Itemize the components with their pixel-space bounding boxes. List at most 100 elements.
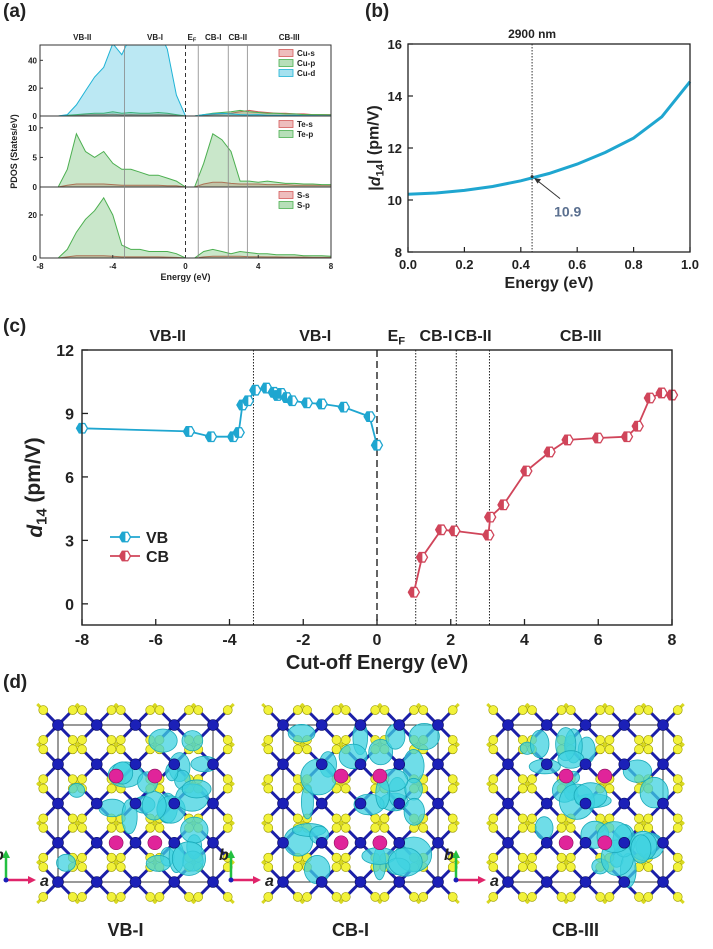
- data-marker: [543, 446, 556, 458]
- sulfur-atom: [488, 892, 499, 902]
- region-label: CB-I: [420, 328, 453, 345]
- y-tick-label: 0: [33, 183, 38, 192]
- data-marker: [370, 439, 384, 451]
- data-marker: [204, 431, 218, 443]
- y-tick-label: 0: [33, 112, 38, 121]
- sulfur-atom: [154, 892, 165, 902]
- copper-atom: [540, 836, 553, 849]
- x-tick-label: 8: [329, 262, 334, 271]
- sulfur-atom: [447, 892, 458, 902]
- sulfur-atom: [517, 783, 528, 794]
- sulfur-atom: [115, 852, 126, 863]
- copper-atom: [354, 836, 367, 849]
- sulfur-atom: [115, 862, 126, 872]
- sulfur-atom: [106, 852, 117, 863]
- tellurium-atom: [333, 835, 349, 851]
- sulfur-atom: [556, 862, 567, 872]
- sulfur-atom: [77, 813, 87, 824]
- sulfur-atom: [67, 744, 78, 755]
- sulfur-atom: [488, 813, 499, 824]
- copper-atom: [432, 719, 444, 731]
- sulfur-atom: [154, 705, 165, 715]
- data-marker: [448, 525, 461, 537]
- sulfur-atom: [527, 774, 537, 784]
- region-label: CB-III: [560, 328, 602, 345]
- sulfur-atom: [145, 892, 156, 902]
- charge-density: [145, 854, 171, 872]
- sulfur-atom: [517, 813, 528, 824]
- legend-label: Cu-p: [297, 59, 315, 68]
- copper-atom: [432, 876, 444, 888]
- data-marker: [520, 465, 533, 477]
- tellurium-atom: [558, 835, 574, 851]
- sulfur-atom: [222, 783, 233, 794]
- copper-atom: [579, 876, 592, 888]
- sulfur-atom: [38, 892, 49, 902]
- copper-atom: [52, 836, 64, 849]
- sulfur-atom: [115, 892, 126, 902]
- x-tick-label: 0.6: [568, 257, 586, 272]
- sulfur-atom: [379, 813, 390, 824]
- sulfur-atom: [302, 705, 312, 715]
- sulfur-atom: [556, 852, 567, 863]
- y-tick-label: 3: [65, 533, 74, 550]
- marker-half: [363, 411, 373, 422]
- region-label: EF: [187, 33, 196, 44]
- annotation-label: 10.9: [554, 204, 581, 220]
- copper-atom: [315, 797, 328, 810]
- sulfur-atom: [38, 705, 49, 715]
- y-tick-label: 12: [388, 141, 402, 156]
- tellurium-atom: [333, 768, 349, 784]
- copper-atom: [52, 758, 64, 771]
- sulfur-atom: [634, 705, 644, 715]
- copper-atom: [90, 836, 103, 849]
- legend-swatch: [278, 120, 294, 128]
- y-tick-label: 0: [33, 254, 38, 263]
- region-label-part: F: [193, 38, 197, 44]
- plot-frame: [407, 43, 691, 253]
- marker-half: [119, 550, 128, 562]
- sulfur-atom: [595, 892, 606, 902]
- copper-atom: [129, 836, 142, 849]
- copper-atom: [618, 758, 631, 771]
- sulfur-atom: [517, 862, 528, 872]
- y-tick-label: 0: [65, 597, 74, 614]
- copper-atom: [618, 836, 631, 849]
- legend-label: Te-s: [297, 120, 313, 129]
- sulfur-atom: [527, 892, 537, 902]
- x-tick-label: -4: [222, 632, 236, 649]
- axis-b-label: b: [0, 847, 4, 864]
- copper-atom: [90, 797, 103, 810]
- data-marker: [591, 432, 605, 444]
- data-marker: [285, 395, 299, 407]
- sulfur-atom: [340, 813, 351, 824]
- sulfur-atom: [145, 823, 156, 833]
- sulfur-atom: [292, 813, 303, 824]
- region-label-part: VB-I: [299, 328, 331, 345]
- sulfur-atom: [263, 705, 274, 715]
- axis-origin: [228, 877, 234, 883]
- copper-atom: [277, 797, 289, 810]
- copper-atom: [90, 719, 103, 731]
- charge-density: [622, 759, 653, 783]
- sulfur-atom: [38, 774, 49, 784]
- legend-label: S-p: [297, 201, 310, 210]
- sulfur-atom: [340, 892, 351, 902]
- marker-half: [655, 387, 665, 399]
- y-tick-label: 16: [388, 37, 402, 52]
- pdos-line: [40, 109, 331, 116]
- y-tick-label: 6: [65, 470, 74, 487]
- arrow-head: [534, 178, 542, 184]
- axis-b-head: [2, 850, 10, 858]
- copper-atom: [657, 758, 669, 771]
- sulfur-atom: [340, 705, 351, 715]
- sulfur-atom: [409, 705, 419, 715]
- sulfur-atom: [418, 705, 429, 715]
- tellurium-atom: [597, 835, 613, 851]
- x-tick-label: 0: [373, 632, 382, 649]
- sulfur-atom: [193, 892, 204, 902]
- sulfur-atom: [38, 852, 49, 863]
- y-tick-label: 40: [28, 56, 37, 65]
- sulfur-atom: [379, 892, 390, 902]
